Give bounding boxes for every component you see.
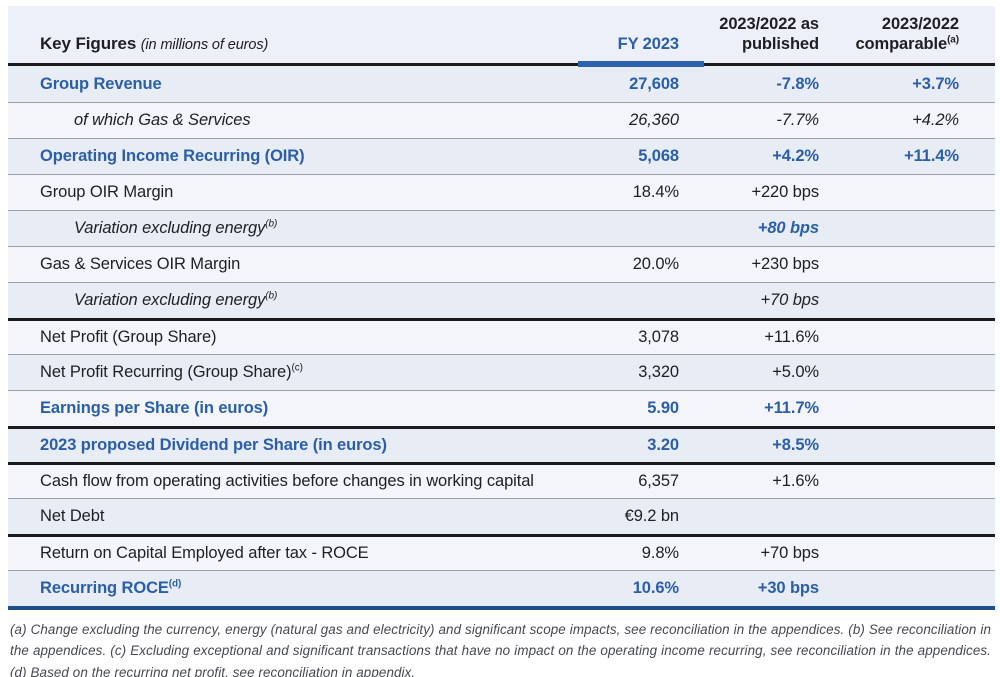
- footnote-ref: (d): [168, 578, 182, 590]
- table-title: Key Figures: [40, 33, 137, 53]
- row-label: Cash flow from operating activities befo…: [40, 472, 534, 491]
- row-value-published: +230 bps: [751, 255, 819, 274]
- row-value-published: -7.7%: [776, 111, 819, 130]
- row-label-cell: Return on Capital Employed after tax - R…: [8, 544, 561, 563]
- row-label-cell: Gas & Services OIR Margin: [8, 255, 561, 274]
- row-label-cell: of which Gas & Services: [8, 111, 561, 130]
- row-label-cell: Net Debt: [8, 507, 561, 526]
- row-label-cell: Cash flow from operating activities befo…: [8, 472, 561, 491]
- row-value-fy2023: 26,360: [629, 111, 679, 130]
- row-value-published: +220 bps: [751, 183, 819, 202]
- row-value-fy2023: 9.8%: [641, 544, 679, 563]
- row-label: Gas & Services OIR Margin: [40, 255, 241, 274]
- row-value-fy2023: 3,078: [638, 328, 679, 347]
- row-value-fy2023: 27,608: [629, 74, 679, 93]
- column-header-fy2023: FY 2023: [617, 35, 679, 54]
- row-label-cell: 2023 proposed Dividend per Share (in eur…: [8, 436, 561, 455]
- table-row: Variation excluding energy(b) +80 bps: [8, 210, 995, 247]
- row-value-published: +70 bps: [760, 544, 820, 563]
- footnote-ref: (c): [291, 362, 303, 374]
- row-value-fy2023: 3,320: [638, 363, 679, 382]
- row-value-published: -7.8%: [776, 74, 819, 93]
- row-value-comparable: +3.7%: [912, 74, 959, 93]
- column-header-published: 2023/2022 as published: [719, 15, 819, 54]
- row-label-cell: Earnings per Share (in euros): [8, 399, 561, 418]
- table-row: 2023 proposed Dividend per Share (in eur…: [8, 426, 995, 463]
- table-row: Variation excluding energy(b) +70 bps: [8, 282, 995, 319]
- row-label-cell: Group OIR Margin: [8, 183, 561, 202]
- table-bottom-rule: [8, 606, 995, 611]
- row-label: Earnings per Share (in euros): [40, 399, 269, 418]
- row-value-published: +80 bps: [757, 219, 819, 238]
- row-label: Group OIR Margin: [40, 183, 174, 202]
- fy2023-accent-bar: [578, 61, 704, 68]
- row-label-cell: Net Profit Recurring (Group Share)(c): [8, 363, 561, 382]
- table-row: Net Profit Recurring (Group Share)(c) 3,3…: [8, 354, 995, 391]
- row-value-fy2023: 20.0%: [632, 255, 679, 274]
- footnote-ref-a: (a): [947, 34, 959, 46]
- row-value-published: +11.7%: [764, 399, 819, 418]
- row-label-cell: Group Revenue: [8, 75, 561, 94]
- row-value-published: +30 bps: [757, 579, 819, 598]
- key-figures-table: Key Figures (in millions of euros) FY 20…: [8, 6, 995, 611]
- table-row: Earnings per Share (in euros) 5.90 +11.7%: [8, 390, 995, 427]
- table-row: Net Profit (Group Share) 3,078 +11.6%: [8, 318, 995, 355]
- row-value-comparable: +11.4%: [904, 147, 959, 166]
- table-row: Net Debt €9.2 bn: [8, 498, 995, 535]
- row-label-cell: Variation excluding energy(b): [8, 291, 561, 310]
- row-value-fy2023: 18.4%: [632, 183, 679, 202]
- table-row: Group Revenue 27,608 -7.8% +3.7%: [8, 66, 995, 103]
- header-rule: [8, 61, 995, 68]
- row-label-cell: Variation excluding energy(b): [8, 219, 561, 238]
- footnotes: (a) Change excluding the currency, energ…: [10, 622, 991, 677]
- row-value-published: +4.2%: [772, 147, 819, 166]
- row-label-cell: Recurring ROCE(d): [8, 579, 561, 598]
- row-value-published: +1.6%: [772, 472, 819, 491]
- table-row: of which Gas & Services 26,360 -7.7% +4.2%: [8, 102, 995, 139]
- row-value-comparable: +4.2%: [912, 111, 959, 130]
- column-header-comparable: 2023/2022 comparable(a): [819, 14, 959, 54]
- row-label: Recurring ROCE: [40, 579, 169, 598]
- row-value-fy2023: €9.2 bn: [624, 507, 679, 526]
- footnote-ref: (b): [265, 218, 278, 230]
- row-label: 2023 proposed Dividend per Share (in eur…: [40, 436, 387, 455]
- row-value-published: +70 bps: [760, 291, 820, 310]
- row-label: Net Profit (Group Share): [40, 328, 217, 347]
- table-row: Gas & Services OIR Margin 20.0% +230 bps: [8, 246, 995, 283]
- table-unit-label: (in millions of euros): [140, 36, 269, 53]
- row-label-cell: Operating Income Recurring (OIR): [8, 147, 561, 166]
- table-header-row: Key Figures (in millions of euros) FY 20…: [8, 6, 995, 64]
- row-value-fy2023: 5.90: [647, 399, 679, 418]
- table-title-cell: Key Figures (in millions of euros): [8, 34, 561, 55]
- row-value-published: +11.6%: [764, 328, 819, 347]
- row-label: Group Revenue: [40, 74, 162, 93]
- row-value-fy2023: 3.20: [647, 436, 679, 455]
- row-label: Operating Income Recurring (OIR): [40, 147, 305, 166]
- row-value-fy2023: 6,357: [638, 472, 679, 491]
- row-value-fy2023: 10.6%: [632, 579, 679, 598]
- row-label: Net Debt: [40, 507, 105, 526]
- table-row: Operating Income Recurring (OIR) 5,068 +4.…: [8, 138, 995, 175]
- row-label-cell: Net Profit (Group Share): [8, 328, 561, 347]
- row-label: Variation excluding energy: [74, 219, 266, 238]
- table-body: Group Revenue 27,608 -7.8% +3.7% of which Ga…: [8, 66, 995, 607]
- row-label: Return on Capital Employed after tax - R…: [40, 544, 369, 563]
- row-value-fy2023: 5,068: [638, 147, 679, 166]
- row-label: Net Profit Recurring (Group Share): [40, 363, 292, 382]
- row-value-published: +8.5%: [772, 436, 819, 455]
- row-value-published: +5.0%: [772, 363, 819, 382]
- footnote-ref: (b): [265, 290, 278, 302]
- row-label: Variation excluding energy: [74, 291, 266, 310]
- column-header-comparable-label: 2023/2022 comparable: [855, 15, 959, 54]
- table-row: Group OIR Margin 18.4% +220 bps: [8, 174, 995, 211]
- table-row: Return on Capital Employed after tax - R…: [8, 534, 995, 571]
- row-label: of which Gas & Services: [74, 111, 251, 130]
- table-row: Recurring ROCE(d) 10.6% +30 bps: [8, 570, 995, 607]
- table-row: Cash flow from operating activities befo…: [8, 462, 995, 499]
